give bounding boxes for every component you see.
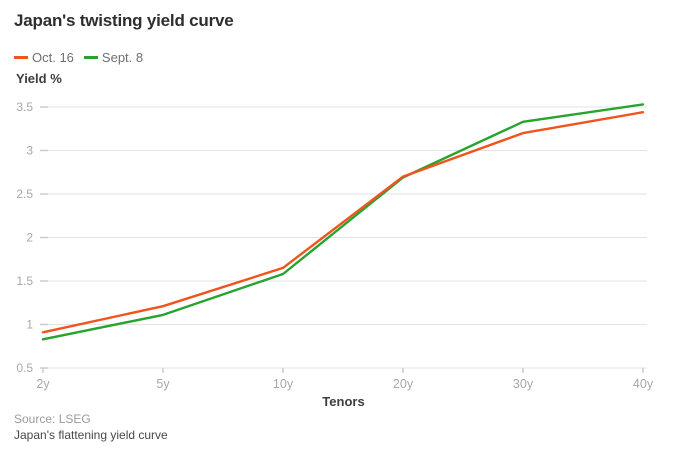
- y-tick-label: 0.5: [16, 361, 33, 375]
- chart-legend: Oct. 16 Sept. 8: [14, 50, 143, 65]
- x-tick-label: 40y: [633, 377, 654, 391]
- y-tick-label: 2.5: [16, 187, 33, 201]
- y-tick-label: 2: [26, 231, 33, 245]
- legend-swatch-sept8: [83, 56, 98, 59]
- legend-label-sept8: Sept. 8: [101, 50, 144, 65]
- series-line-oct-16: [41, 110, 645, 334]
- y-axis-title: Yield %: [16, 71, 62, 86]
- series-line-sept-8: [41, 103, 645, 341]
- x-tick-label: 30y: [513, 377, 534, 391]
- y-tick-label: 1: [26, 318, 33, 332]
- x-tick-label: 5y: [156, 377, 170, 391]
- source-text: Source: LSEG: [14, 412, 91, 426]
- legend-item-sept8: Sept. 8: [83, 50, 144, 65]
- x-axis-title: Tenors: [322, 394, 365, 409]
- page-title: Japan's twisting yield curve: [14, 11, 234, 30]
- legend-swatch-oct16: [14, 56, 28, 59]
- legend-label-oct16: Oct. 16: [32, 50, 74, 65]
- y-tick-label: 3: [26, 144, 33, 158]
- y-tick-label: 1.5: [16, 274, 33, 288]
- x-tick-label: 2y: [36, 377, 50, 391]
- legend-item-oct16: Oct. 16: [14, 50, 74, 65]
- x-tick-label: 20y: [393, 377, 414, 391]
- x-tick-label: 10y: [273, 377, 294, 391]
- chart-caption: Japan's flattening yield curve: [14, 428, 168, 442]
- y-tick-label: 3.5: [16, 100, 33, 114]
